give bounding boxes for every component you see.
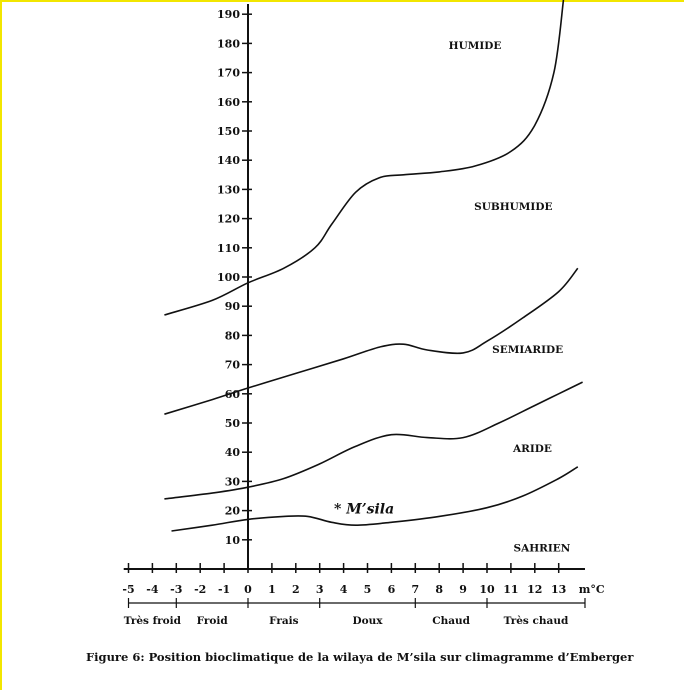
x-tick-label--4: -4 [146,583,159,596]
y-tick-label-180: 180 [217,37,240,50]
x-tick-label-13: 13 [551,583,566,596]
x-tick-label-8: 8 [435,583,443,596]
band-label-3: Doux [352,615,383,627]
x-tick-label-9: 9 [459,583,467,596]
band-label-0: Très froid [124,615,182,627]
x-tick-label-1: 1 [268,583,276,596]
zone-label-humide: HUMIDE [449,40,502,52]
x-tick-label-4: 4 [340,583,348,596]
y-tick-label-140: 140 [217,154,240,167]
band-label-5: Très chaud [504,615,569,627]
y-tick-label-90: 90 [225,300,241,313]
x-tick-label--3: -3 [170,583,182,596]
boundary-semiaride-aride [164,381,583,500]
y-tick-label-130: 130 [217,183,240,196]
x-tick-label-7: 7 [411,583,419,596]
y-tick-label-100: 100 [217,271,240,284]
y-tick-label-20: 20 [225,505,241,518]
x-tick-label--5: -5 [122,583,134,596]
y-tick-label-80: 80 [225,329,241,342]
x-tick-label-10: 10 [479,583,495,596]
climagramme-chart: 1020304050607080901001101201301401501601… [122,0,605,627]
y-tick-label-40: 40 [225,446,241,459]
station-label-msila: * M’sila [334,502,394,518]
boundary-subhumide-semiaride [164,267,579,415]
x-tick-label-2: 2 [292,583,300,596]
y-tick-label-10: 10 [225,534,241,547]
x-tick-label-3: 3 [316,583,324,596]
zone-label-aride: ARIDE [512,443,552,455]
x-tick-label--1: -1 [218,583,230,596]
y-tick-label-120: 120 [217,213,240,226]
y-tick-label-150: 150 [217,125,240,138]
x-tick-label--2: -2 [194,583,206,596]
band-label-1: Froid [197,615,229,627]
y-tick-label-170: 170 [217,67,240,80]
y-tick-label-110: 110 [217,242,240,255]
x-tick-label-12: 12 [527,583,542,596]
y-tick-label-50: 50 [225,417,241,430]
x-tick-label-5: 5 [364,583,372,596]
band-label-2: Frais [269,615,299,627]
figure-caption: Figure 6: Position bioclimatique de la w… [86,650,634,664]
x-axis-unit-label: m°C [579,583,605,596]
zone-label-sahrien: SAHRIEN [514,542,571,554]
x-tick-label-0: 0 [244,583,252,596]
zone-label-subhumide: SUBHUMIDE [474,201,552,213]
y-tick-label-160: 160 [217,96,240,109]
boundary-aride-sahrien [171,466,579,532]
y-tick-label-30: 30 [225,475,241,488]
x-tick-label-6: 6 [388,583,396,596]
y-tick-label-190: 190 [217,8,240,21]
band-label-4: Chaud [432,615,470,627]
boundary-humide-subhumide [164,0,565,316]
x-tick-label-11: 11 [503,583,518,596]
zone-label-semiaride: SEMIARIDE [492,344,563,356]
y-tick-label-70: 70 [225,359,241,372]
